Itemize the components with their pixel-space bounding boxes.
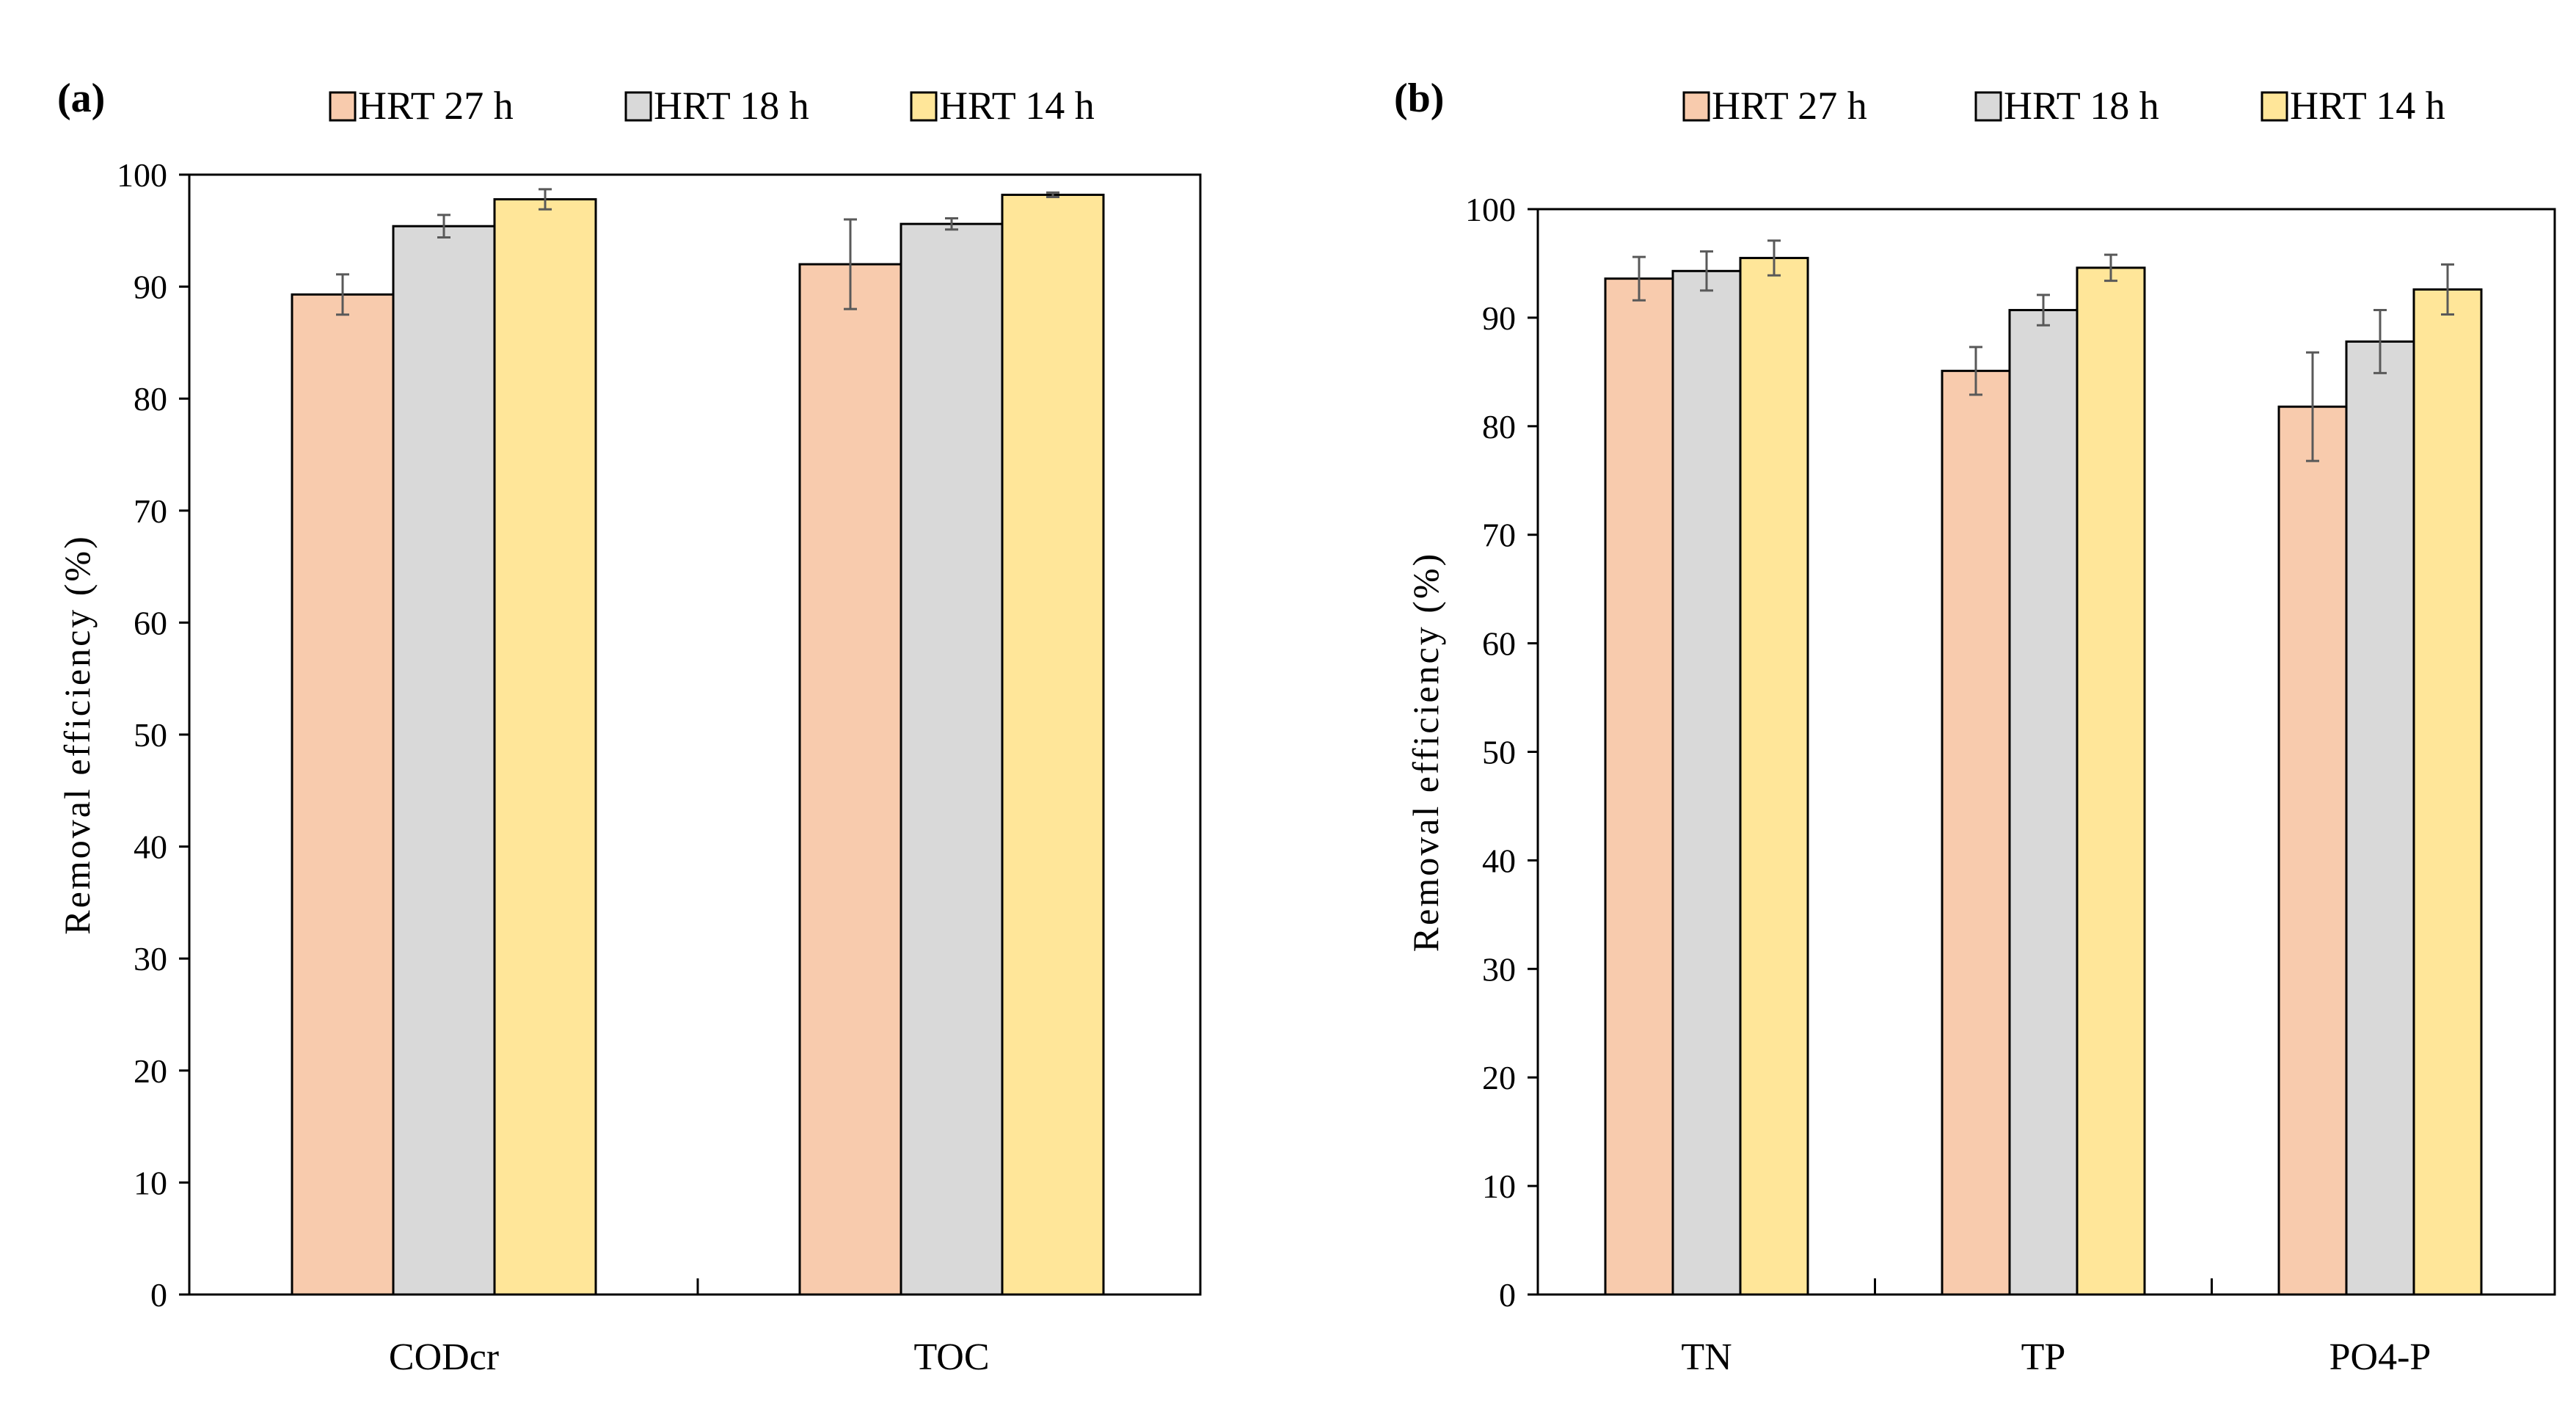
y-axis-title: Removal efficiency (%)	[56, 534, 98, 934]
y-tick-label: 40	[1482, 842, 1516, 879]
bar-hrt-27-h-codcr	[291, 293, 395, 1296]
x-category-label: PO4-P	[2329, 1336, 2431, 1378]
y-tick-label: 60	[1482, 625, 1516, 663]
x-category-label: CODcr	[389, 1336, 499, 1378]
legend-label: HRT 18 h	[2004, 84, 2159, 128]
y-tick-label: 80	[134, 380, 167, 418]
y-tick-label: 30	[1482, 950, 1516, 988]
legend-swatch	[1974, 91, 2002, 122]
y-tick-label: 60	[134, 604, 167, 641]
panel-label: (b)	[1394, 76, 1444, 121]
y-tick-label: 40	[134, 829, 167, 866]
bar-hrt-27-h-tp	[1941, 369, 2011, 1296]
y-tick-label: 0	[1499, 1276, 1516, 1314]
x-category-label: TN	[1681, 1336, 1732, 1378]
y-tick-label: 30	[134, 940, 167, 977]
y-tick-label: 50	[134, 716, 167, 754]
legend-label: HRT 27 h	[358, 84, 514, 128]
legend-swatch	[624, 91, 652, 122]
y-tick-label: 90	[134, 269, 167, 306]
y-tick-label: 20	[1482, 1059, 1516, 1096]
bar-hrt-27-h-tn	[1604, 277, 1674, 1296]
panel-label: (a)	[57, 76, 105, 121]
legend-label: HRT 27 h	[1712, 84, 1867, 128]
bar-hrt-27-h-toc	[798, 263, 902, 1296]
y-tick-label: 90	[1482, 299, 1516, 337]
y-tick-label: 70	[1482, 517, 1516, 554]
y-tick-label: 50	[1482, 734, 1516, 771]
y-tick-label: 70	[134, 492, 167, 530]
x-category-label: TP	[2021, 1336, 2066, 1378]
legend-swatch	[2261, 91, 2288, 122]
bar-hrt-27-h-po4-p	[2277, 405, 2348, 1296]
legend-label: HRT 14 h	[939, 84, 1095, 128]
bar-hrt-14-h-tn	[1739, 257, 1809, 1296]
legend-swatch	[329, 91, 357, 122]
bar-hrt-18-h-po4-p	[2345, 340, 2415, 1296]
bar-hrt-14-h-tp	[2076, 266, 2146, 1296]
bar-hrt-14-h-toc	[1001, 193, 1105, 1296]
legend-swatch	[910, 91, 938, 122]
bar-hrt-14-h-codcr	[493, 198, 597, 1296]
bar-hrt-18-h-tp	[2008, 309, 2079, 1296]
y-tick-label: 80	[1482, 408, 1516, 445]
y-tick-label: 10	[1482, 1168, 1516, 1205]
y-tick-label: 20	[134, 1052, 167, 1090]
y-tick-label: 100	[117, 156, 167, 194]
y-tick-label: 100	[1465, 191, 1516, 228]
legend-label: HRT 18 h	[654, 84, 809, 128]
chart-panel-2: 0 10 20 30 40 50 60 70 80 90 100 TN TP PO4-P Removal e…	[1394, 76, 2556, 1378]
chart-panel-1: 0 10 20 30 40 50 60 70 80 90 100 CODcr TOC Removal ef…	[56, 76, 1202, 1378]
y-tick-label: 10	[134, 1164, 167, 1201]
bar-hrt-18-h-codcr	[392, 225, 496, 1296]
x-category-label: TOC	[913, 1336, 989, 1378]
bar-hrt-18-h-tn	[1671, 269, 1742, 1296]
y-tick-label: 0	[150, 1276, 167, 1314]
legend-label: HRT 14 h	[2290, 84, 2445, 128]
legend-swatch	[1682, 91, 1710, 122]
y-axis-title: Removal efficiency (%)	[1405, 552, 1446, 952]
bar-hrt-18-h-toc	[900, 222, 1004, 1296]
bar-hrt-14-h-po4-p	[2412, 288, 2483, 1296]
